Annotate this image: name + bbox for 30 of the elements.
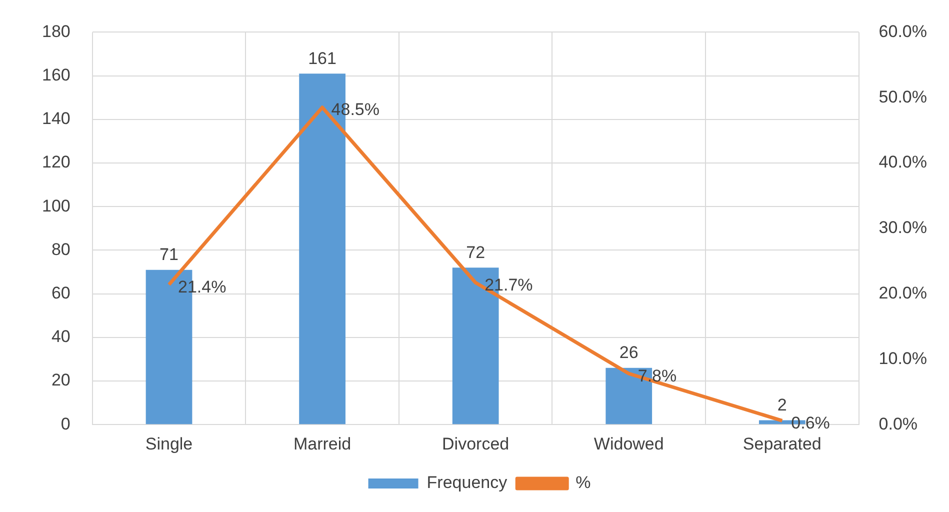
data-label: 72 xyxy=(466,242,486,262)
y-tick-label: 60 xyxy=(51,283,70,302)
y-tick-label: 0 xyxy=(60,414,70,434)
y2-tick-label: 60.0% xyxy=(878,22,927,41)
y2-tick-label: 0.0% xyxy=(878,414,918,434)
y-tick-label: 120 xyxy=(42,152,70,172)
x-tick-label: Divorced xyxy=(442,434,510,454)
y-tick-label: 100 xyxy=(42,196,70,216)
y2-tick-label: 20.0% xyxy=(878,283,927,302)
x-tick-label: Single xyxy=(145,434,193,454)
x-tick-label: Separated xyxy=(742,434,822,454)
y-tick-label: 160 xyxy=(42,65,70,84)
data-label: 2 xyxy=(777,395,787,414)
x-tick-label: Widowed xyxy=(594,434,664,454)
legend-label: Frequency xyxy=(426,473,508,492)
data-label: 0.6% xyxy=(791,413,830,432)
y2-tick-label: 50.0% xyxy=(878,87,927,106)
data-label: 26 xyxy=(619,343,638,362)
y2-tick-label: 10.0% xyxy=(878,348,927,368)
data-label: 161 xyxy=(308,48,336,68)
y-tick-label: 20 xyxy=(51,370,70,390)
y2-tick-label: 30.0% xyxy=(878,218,927,238)
y2-tick-label: 40.0% xyxy=(878,152,927,172)
legend-label: % xyxy=(576,473,591,492)
x-tick-label: Marreid xyxy=(293,434,352,454)
y-tick-label: 140 xyxy=(42,109,70,128)
y-tick-label: 180 xyxy=(42,22,70,41)
data-label: 71 xyxy=(160,245,178,264)
y-tick-label: 80 xyxy=(51,240,70,259)
y-tick-label: 40 xyxy=(51,327,70,346)
